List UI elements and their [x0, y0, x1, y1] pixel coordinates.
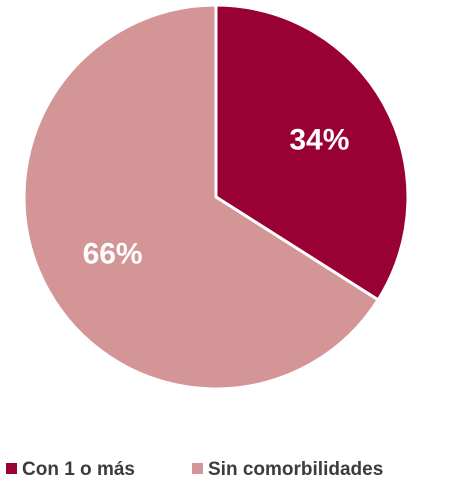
legend-label-con-1-o-mas: Con 1 o más: [22, 459, 135, 480]
pie-slice-sin-comorbilidades: [22, 3, 380, 391]
pie-slice-labels: 34% 66%: [83, 124, 350, 271]
slice-value-label-sin-comorbilidades: 66%: [83, 237, 143, 270]
legend-item-sin-comorbilidades: Sin comorbilidades: [192, 458, 383, 482]
legend-swatch-sin-comorbilidades: [192, 463, 203, 474]
legend-label-sin-comorbilidades: Sin comorbilidades: [208, 459, 384, 480]
pie-slices: [22, 3, 410, 391]
chart-legend: Con 1 o más Sin comorbilidades: [0, 458, 457, 482]
slice-value-label-con-1-o-mas: 34%: [289, 124, 349, 157]
legend-item-con-1-o-mas: Con 1 o más: [6, 458, 135, 482]
legend-swatch-con-1-o-mas: [6, 463, 17, 474]
pie-plot-area: 34% 66%: [22, 3, 410, 391]
